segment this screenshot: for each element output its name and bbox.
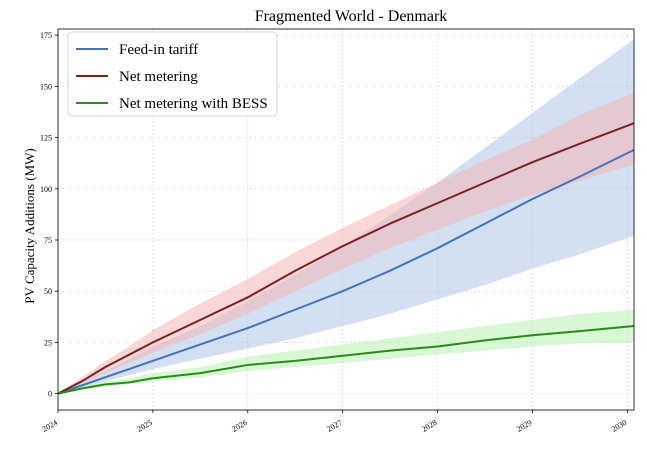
chart-title: Fragmented World - Denmark [255, 8, 448, 25]
legend-entry: Net metering with BESS [119, 96, 268, 112]
series-line [57, 148, 635, 395]
series-line [57, 325, 635, 395]
y-tick-label: 25 [44, 338, 52, 347]
series-lines [57, 122, 635, 395]
x-tick-label: 2026 [230, 418, 248, 434]
x-tick-label: 2028 [420, 418, 438, 434]
legend: Feed-in tariff Net metering Net metering w… [67, 31, 278, 117]
x-tick-label: 2025 [136, 418, 154, 434]
legend-box [67, 31, 278, 117]
x-tick-label: 2024 [41, 418, 59, 434]
y-tick-label: 125 [40, 134, 52, 143]
x-tick-label: 2029 [515, 418, 533, 434]
y-tick-label: 150 [40, 82, 52, 91]
series-line [57, 122, 635, 395]
y-tick-label: 175 [40, 31, 52, 40]
x-tick-label: 2027 [325, 418, 343, 434]
y-tick-label: 50 [44, 287, 52, 296]
legend-entry: Net metering [119, 69, 198, 85]
x-tick-label: 2030 [610, 418, 628, 434]
series-band [58, 39, 634, 394]
y-tick-label: 75 [44, 236, 52, 245]
y-tick-label: 0 [48, 390, 52, 399]
y-axis-label: PV Capacity Additions (MW) [22, 148, 37, 303]
y-tick-label: 100 [40, 185, 52, 194]
plot-frame [57, 28, 635, 411]
legend-entry: Feed-in tariff [119, 42, 198, 58]
